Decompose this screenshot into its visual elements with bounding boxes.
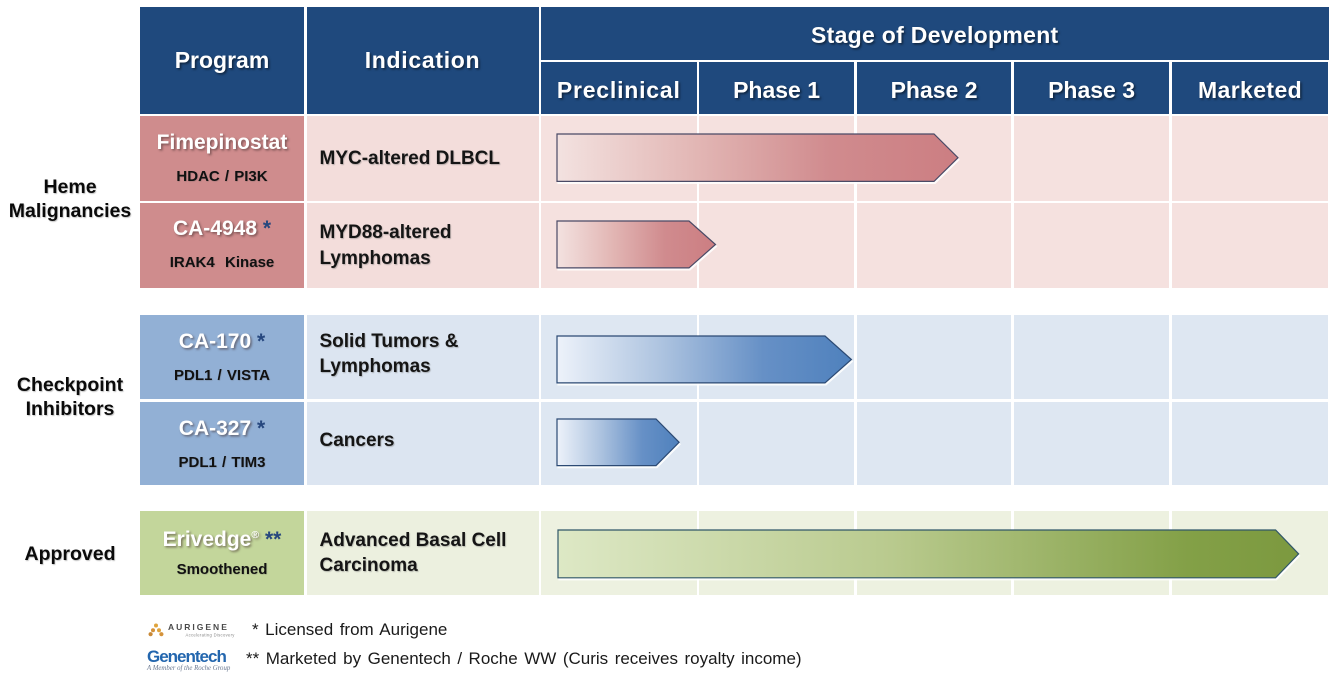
svg-text:AURIGENE: AURIGENE bbox=[168, 622, 229, 632]
svg-text:Accelerating Discovery: Accelerating Discovery bbox=[186, 633, 236, 638]
